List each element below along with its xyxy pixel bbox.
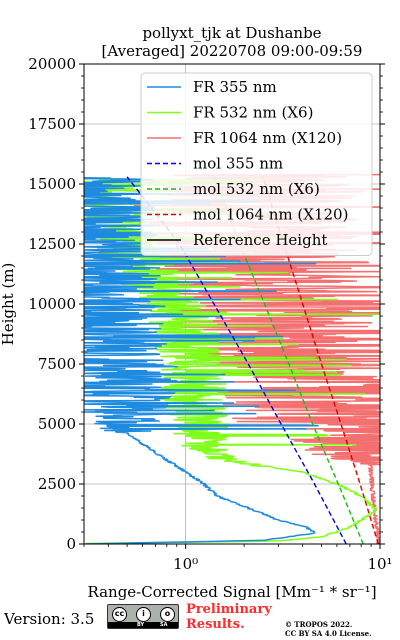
signal-line xyxy=(84,176,319,544)
y-tick-label: 12500 xyxy=(28,235,76,253)
version-label: Version: 3.5 xyxy=(4,610,95,628)
y-tick-label: 10000 xyxy=(28,295,76,313)
y-tick-label: 15000 xyxy=(28,175,76,193)
x-tick-label: 10¹ xyxy=(367,555,392,573)
cc-by-icon: i xyxy=(136,607,151,622)
legend-label: FR 1064 nm (X120) xyxy=(193,129,342,147)
cc-sa-text: SA xyxy=(160,622,168,628)
cc-by-text: BY xyxy=(137,622,145,628)
y-tick-label: 5000 xyxy=(38,415,76,433)
legend-label: FR 355 nm xyxy=(193,78,277,96)
cc-sa-icon: o xyxy=(160,607,175,622)
lidar-profile-chart: pollyxt_tjk at Dushanbe [Averaged] 20220… xyxy=(0,24,393,600)
tropos-line2: CC BY SA 4.0 License. xyxy=(285,629,372,638)
y-tick-label: 17500 xyxy=(28,115,76,133)
legend-label: Reference Height xyxy=(193,231,327,249)
y-tick-label: 0 xyxy=(66,535,76,553)
legend: FR 355 nm FR 532 nm (X6) FR 1064 nm (X120)… xyxy=(140,72,373,256)
y-tick-label: 7500 xyxy=(38,355,76,373)
cc-icon: cc xyxy=(112,607,127,622)
tropos-line1: © TROPOS 2022. xyxy=(285,620,353,629)
preliminary-results-note: Preliminary Results. xyxy=(186,602,272,632)
legend-label: mol 532 nm (X6) xyxy=(193,180,320,198)
chart-title-line2: [Averaged] 20220708 09:00-09:59 xyxy=(102,42,363,60)
y-tick-label: 20000 xyxy=(28,55,76,73)
y-axis-label: Height (m) xyxy=(0,263,17,346)
tropos-license-text: © TROPOS 2022. CC BY SA 4.0 License. xyxy=(285,620,372,638)
legend-label: mol 1064 nm (X120) xyxy=(193,206,348,224)
series-mol-355-nm xyxy=(126,176,347,544)
x-axis-label: Range-Corrected Signal [Mm⁻¹ * sr⁻¹] xyxy=(87,583,376,600)
mol-line xyxy=(126,176,347,544)
preliminary-line1: Preliminary xyxy=(186,602,272,617)
y-tick-label: 2500 xyxy=(38,475,76,493)
legend-label: mol 355 nm xyxy=(193,155,283,173)
legend-label: FR 532 nm (X6) xyxy=(193,104,313,122)
cc-strip: BY SA xyxy=(108,622,178,628)
preliminary-line2: Results. xyxy=(186,617,245,632)
axes: 0 2500 5000 7500 10000 12500 15000 17500 20000 10… xyxy=(28,55,392,573)
cc-license-badge[interactable]: cc i o BY SA xyxy=(107,604,179,629)
x-tick-label: 10⁰ xyxy=(173,555,198,573)
chart-title-line1: pollyxt_tjk at Dushanbe xyxy=(142,24,321,42)
legend-box xyxy=(140,72,373,256)
series-fr-355-nm xyxy=(84,176,319,544)
